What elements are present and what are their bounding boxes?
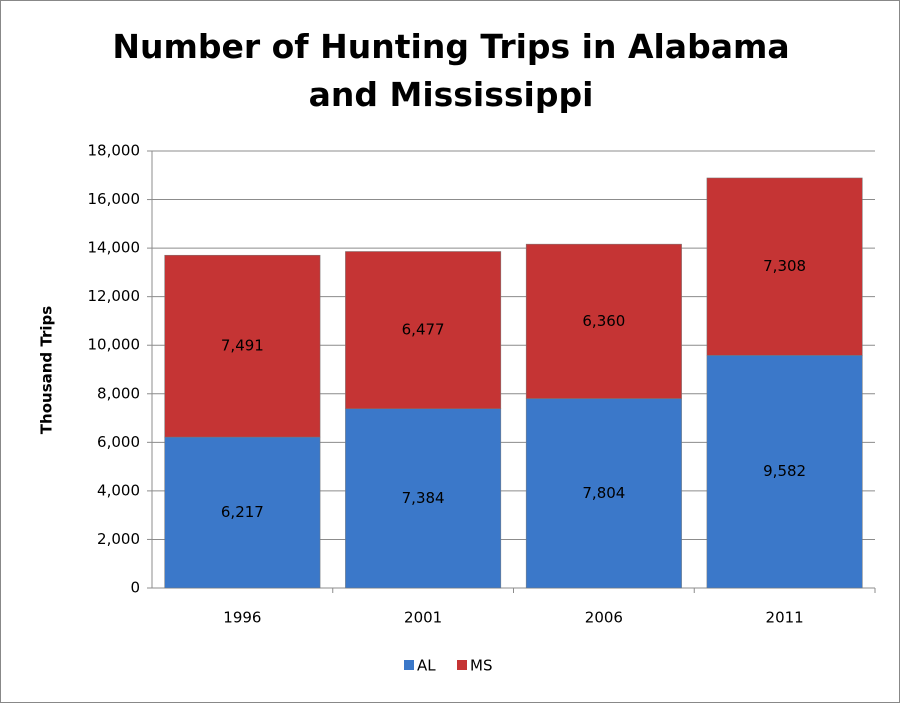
x-tick-label: 2001 — [404, 609, 442, 627]
y-tick-label: 6,000 — [97, 433, 140, 451]
x-tick-label: 1996 — [223, 609, 261, 627]
bar-segment — [525, 398, 682, 589]
data-label: 6,217 — [221, 503, 264, 521]
y-tick-label: 12,000 — [88, 287, 141, 305]
y-tick-label: 0 — [130, 579, 140, 597]
data-label: 6,477 — [402, 321, 445, 339]
bar-segment — [164, 254, 321, 438]
y-tick-label: 8,000 — [97, 384, 140, 402]
legend-swatch — [457, 660, 467, 670]
y-tick-label: 2,000 — [97, 530, 140, 548]
x-tick-label: 2006 — [585, 609, 623, 627]
y-tick-label: 10,000 — [88, 336, 141, 354]
x-tick-label: 2011 — [766, 609, 804, 627]
chart-title: Number of Hunting Trips in Alabama and M… — [112, 27, 790, 114]
data-label: 9,582 — [763, 462, 806, 480]
y-tick-label: 4,000 — [97, 481, 140, 499]
y-tick-label: 14,000 — [88, 239, 141, 257]
bar-segment — [345, 251, 502, 409]
bar-segment — [706, 355, 863, 589]
bar-segment — [164, 436, 321, 589]
data-label: 7,491 — [221, 337, 264, 355]
y-tick-label: 18,000 — [88, 142, 141, 160]
data-label: 7,308 — [763, 257, 806, 275]
legend-label: AL — [417, 657, 436, 675]
bar-segment — [525, 243, 682, 399]
legend-label: MS — [470, 657, 492, 675]
bar-segment — [345, 408, 502, 589]
legend-swatch — [404, 660, 414, 670]
data-label: 6,360 — [582, 312, 625, 330]
bar-segment — [706, 177, 863, 356]
y-tick-label: 16,000 — [88, 190, 141, 208]
data-label: 7,384 — [402, 489, 445, 507]
y-axis-label: Thousand Trips — [38, 306, 56, 434]
data-label: 7,804 — [582, 484, 625, 502]
